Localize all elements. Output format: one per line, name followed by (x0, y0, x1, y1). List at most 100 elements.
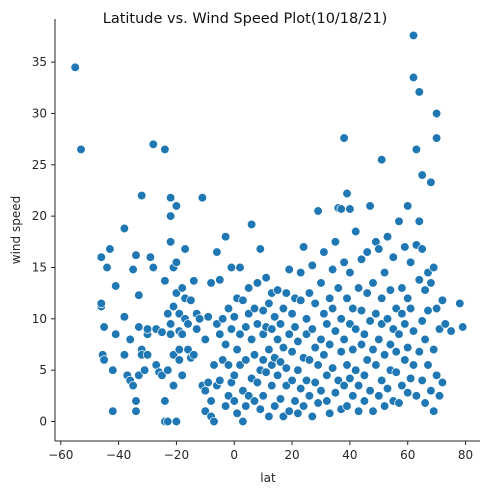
data-point (394, 216, 404, 226)
y-axis-title: wind speed (9, 196, 23, 264)
data-point (420, 334, 430, 345)
data-point (377, 375, 387, 386)
data-point (356, 339, 367, 350)
data-point (374, 391, 384, 401)
data-point (148, 262, 158, 273)
data-point (455, 298, 465, 309)
data-point (206, 396, 216, 406)
data-point (165, 329, 176, 339)
data-point (417, 170, 427, 180)
data-point (281, 380, 291, 391)
data-point (400, 355, 410, 365)
data-point (244, 309, 254, 319)
data-point (287, 309, 297, 319)
data-point (168, 301, 179, 312)
data-point (229, 396, 239, 406)
data-point (183, 344, 193, 355)
data-point (96, 252, 106, 262)
data-point (307, 324, 317, 334)
y-tick-label: 5 (39, 363, 47, 377)
x-tick-label: −20 (164, 448, 189, 462)
data-point (400, 242, 410, 252)
data-point (377, 319, 387, 329)
data-point (215, 275, 225, 285)
data-point (139, 365, 150, 375)
data-point (446, 326, 456, 336)
data-point (264, 298, 274, 309)
data-point (119, 350, 130, 360)
data-point (345, 267, 355, 278)
data-point (408, 326, 419, 336)
data-point (223, 391, 234, 401)
data-point (403, 201, 413, 211)
data-point (287, 347, 297, 357)
data-point (229, 370, 239, 380)
data-point (348, 344, 358, 355)
data-point (310, 342, 320, 353)
data-point (241, 401, 251, 411)
data-point (272, 334, 283, 345)
data-point (382, 232, 393, 242)
data-point (403, 342, 413, 353)
data-point (168, 380, 179, 391)
data-point (400, 319, 410, 329)
data-point (261, 273, 271, 283)
data-point (437, 295, 448, 305)
data-point (218, 314, 228, 324)
x-tick-label: 60 (400, 448, 415, 462)
data-point (111, 281, 121, 291)
data-point (226, 262, 237, 273)
data-point (356, 254, 367, 264)
x-tick-label: −60 (48, 448, 73, 462)
data-point (307, 411, 317, 422)
data-point (411, 391, 422, 401)
data-point (437, 377, 448, 388)
data-point (362, 247, 372, 257)
data-point (431, 370, 442, 380)
data-point (342, 293, 352, 303)
data-point (168, 350, 179, 360)
data-point (171, 257, 182, 267)
data-point (99, 322, 109, 332)
data-point (270, 401, 280, 411)
data-point (275, 319, 286, 329)
data-point (316, 386, 326, 396)
data-point (183, 319, 193, 329)
data-point (270, 312, 280, 322)
data-point (157, 327, 167, 337)
data-point (125, 334, 135, 345)
data-point (264, 344, 274, 355)
data-point (249, 396, 260, 406)
data-point (258, 391, 268, 401)
data-point (345, 204, 355, 214)
data-point (244, 391, 254, 401)
data-point (417, 316, 427, 326)
data-point (238, 295, 248, 305)
data-point (290, 322, 300, 332)
data-point (241, 355, 251, 365)
data-point (134, 322, 144, 332)
data-point (336, 347, 346, 357)
data-point (388, 252, 398, 262)
data-point (278, 342, 289, 353)
data-point (414, 216, 424, 226)
data-point (249, 303, 260, 314)
x-tick-label: 20 (284, 448, 299, 462)
data-point (229, 312, 239, 322)
data-point (374, 244, 384, 254)
data-point (209, 360, 219, 370)
data-point (374, 334, 384, 345)
data-point (379, 401, 390, 411)
data-point (301, 375, 312, 386)
data-point (353, 380, 364, 391)
data-point (379, 267, 390, 278)
data-point (414, 347, 424, 357)
data-point (246, 219, 257, 230)
data-point (391, 347, 401, 357)
x-tick-label: 80 (458, 448, 473, 462)
data-point (368, 406, 378, 416)
data-point (203, 312, 213, 322)
data-point (209, 416, 219, 427)
data-point (212, 247, 222, 257)
data-point (339, 133, 349, 143)
